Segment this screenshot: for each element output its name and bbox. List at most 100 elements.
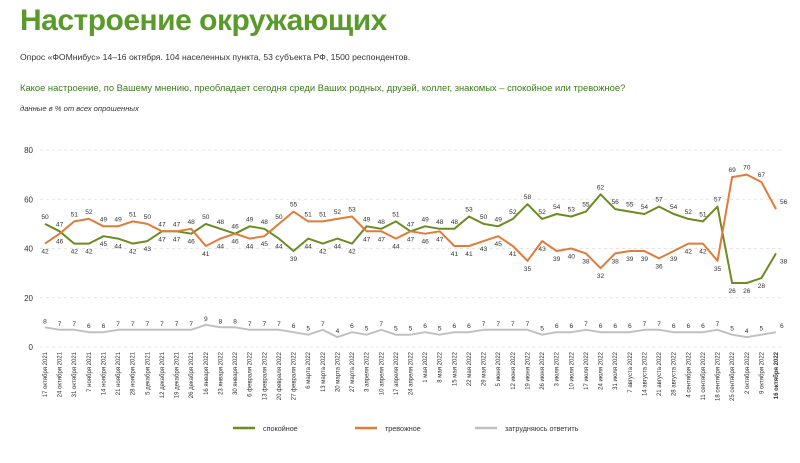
data-label-anxious: 47 [173,236,181,243]
x-tick-label: 26 июня 2022 [540,351,546,389]
data-label-calm: 46 [188,239,196,246]
data-label-unsure: 8 [233,318,237,325]
data-label-anxious: 35 [714,266,722,273]
data-label-unsure: 7 [511,321,515,328]
x-tick-label: 7 августа 2022 [628,351,634,392]
data-label-anxious: 41 [465,251,473,258]
data-label-anxious: 43 [480,246,488,253]
data-label-anxious: 41 [451,251,459,258]
x-tick-label: 25 сентября 2022 [730,351,736,401]
data-label-calm: 48 [217,219,225,226]
data-label-calm: 54 [641,204,649,211]
data-label-unsure: 5 [394,326,398,333]
x-tick-label: 27 февраля 2022 [292,351,298,400]
x-tick-label: 2 октября 2022 [745,351,751,394]
data-label-unsure: 6 [701,323,705,330]
data-label-calm: 42 [129,249,137,256]
data-label-unsure: 4 [336,328,340,335]
data-label-anxious: 53 [348,206,356,213]
x-tick-label: 31 октября 2021 [72,351,78,397]
data-label-unsure: 6 [292,323,296,330]
x-tick-label: 3 июля 2022 [555,351,561,386]
data-label-unsure: 7 [146,321,150,328]
data-label-anxious: 38 [612,258,620,265]
data-label-unsure: 7 [277,321,281,328]
data-label-anxious: 56 [780,199,788,206]
legend-label-unsure: затрудняюсь ответить [505,424,579,433]
data-label-calm: 52 [538,209,546,216]
data-label-unsure: 6 [102,323,106,330]
data-label-calm: 44 [275,244,283,251]
data-label-unsure: 5 [438,326,442,333]
data-label-anxious: 39 [641,256,649,263]
data-label-unsure: 7 [189,321,193,328]
data-label-anxious: 69 [728,167,736,174]
x-tick-label: 20 февраля 2022 [277,351,283,400]
data-label-calm: 26 [743,288,751,295]
data-label-calm: 47 [158,221,166,228]
data-label-anxious: 45 [261,241,269,248]
x-tick-label: 28 августа 2022 [672,351,678,396]
page-title: Настроение окружающих [20,4,387,37]
data-label-calm: 47 [407,221,415,228]
data-label-anxious: 39 [553,256,561,263]
data-label-calm: 47 [173,221,181,228]
data-label-calm: 44 [304,244,312,251]
x-tick-label: 3 апреля 2022 [365,351,371,391]
x-tick-label: 7 ноября 2021 [87,351,93,392]
data-label-unsure: 7 [379,321,383,328]
data-label-unsure: 6 [599,323,603,330]
data-note: данные в % от всех опрошенных [20,104,139,113]
data-label-unsure: 8 [43,318,47,325]
data-label-unsure: 7 [72,321,76,328]
data-label-anxious: 47 [363,236,371,243]
data-label-calm: 57 [714,197,722,204]
x-tick-label: 6 марта 2022 [306,351,312,388]
data-label-calm: 49 [363,216,371,223]
data-label-unsure: 7 [58,321,62,328]
y-tick-label: 0 [29,343,34,352]
data-label-calm: 51 [392,211,400,218]
x-tick-label: 21 августа 2022 [657,351,663,396]
data-label-unsure: 7 [526,321,530,328]
data-label-calm: 53 [568,206,576,213]
data-label-unsure: 7 [160,321,164,328]
data-label-unsure: 7 [116,321,120,328]
data-label-anxious: 48 [188,219,196,226]
data-label-calm: 53 [465,206,473,213]
data-label-anxious: 44 [246,244,254,251]
data-label-anxious: 47 [407,236,415,243]
data-label-unsure: 7 [248,321,252,328]
y-tick-label: 20 [24,294,33,303]
y-tick-label: 80 [24,146,33,155]
x-tick-label: 26 декабря 2021 [189,351,195,398]
data-label-unsure: 6 [467,323,471,330]
data-label-calm: 48 [261,219,269,226]
x-tick-label: 8 мая 2022 [438,351,444,382]
data-label-unsure: 6 [87,323,91,330]
data-label-unsure: 6 [686,323,690,330]
data-label-unsure: 6 [569,323,573,330]
data-label-calm: 54 [670,204,678,211]
data-label-anxious: 42 [699,249,707,256]
data-label-unsure: 7 [716,321,720,328]
x-tick-label: 17 октября 2021 [43,351,49,397]
x-tick-label: 21 ноября 2021 [116,351,122,395]
data-label-calm: 50 [480,214,488,221]
x-tick-label: 5 июня 2022 [496,351,502,386]
legend-label-anxious: тревожное [385,424,421,433]
data-label-calm: 47 [56,221,64,228]
data-label-calm: 48 [451,219,459,226]
data-label-unsure: 4 [745,328,749,335]
data-label-calm: 50 [202,214,210,221]
data-label-unsure: 5 [540,326,544,333]
x-tick-label: 24 июля 2022 [599,351,605,389]
x-tick-label: 19 июня 2022 [525,351,531,389]
data-label-unsure: 7 [584,321,588,328]
x-tick-label: 6 февраля 2022 [248,351,254,397]
data-label-calm: 49 [421,216,429,223]
data-label-calm: 42 [319,249,327,256]
data-label-anxious: 55 [290,202,298,209]
data-label-unsure: 6 [780,323,784,330]
data-label-calm: 48 [378,219,386,226]
